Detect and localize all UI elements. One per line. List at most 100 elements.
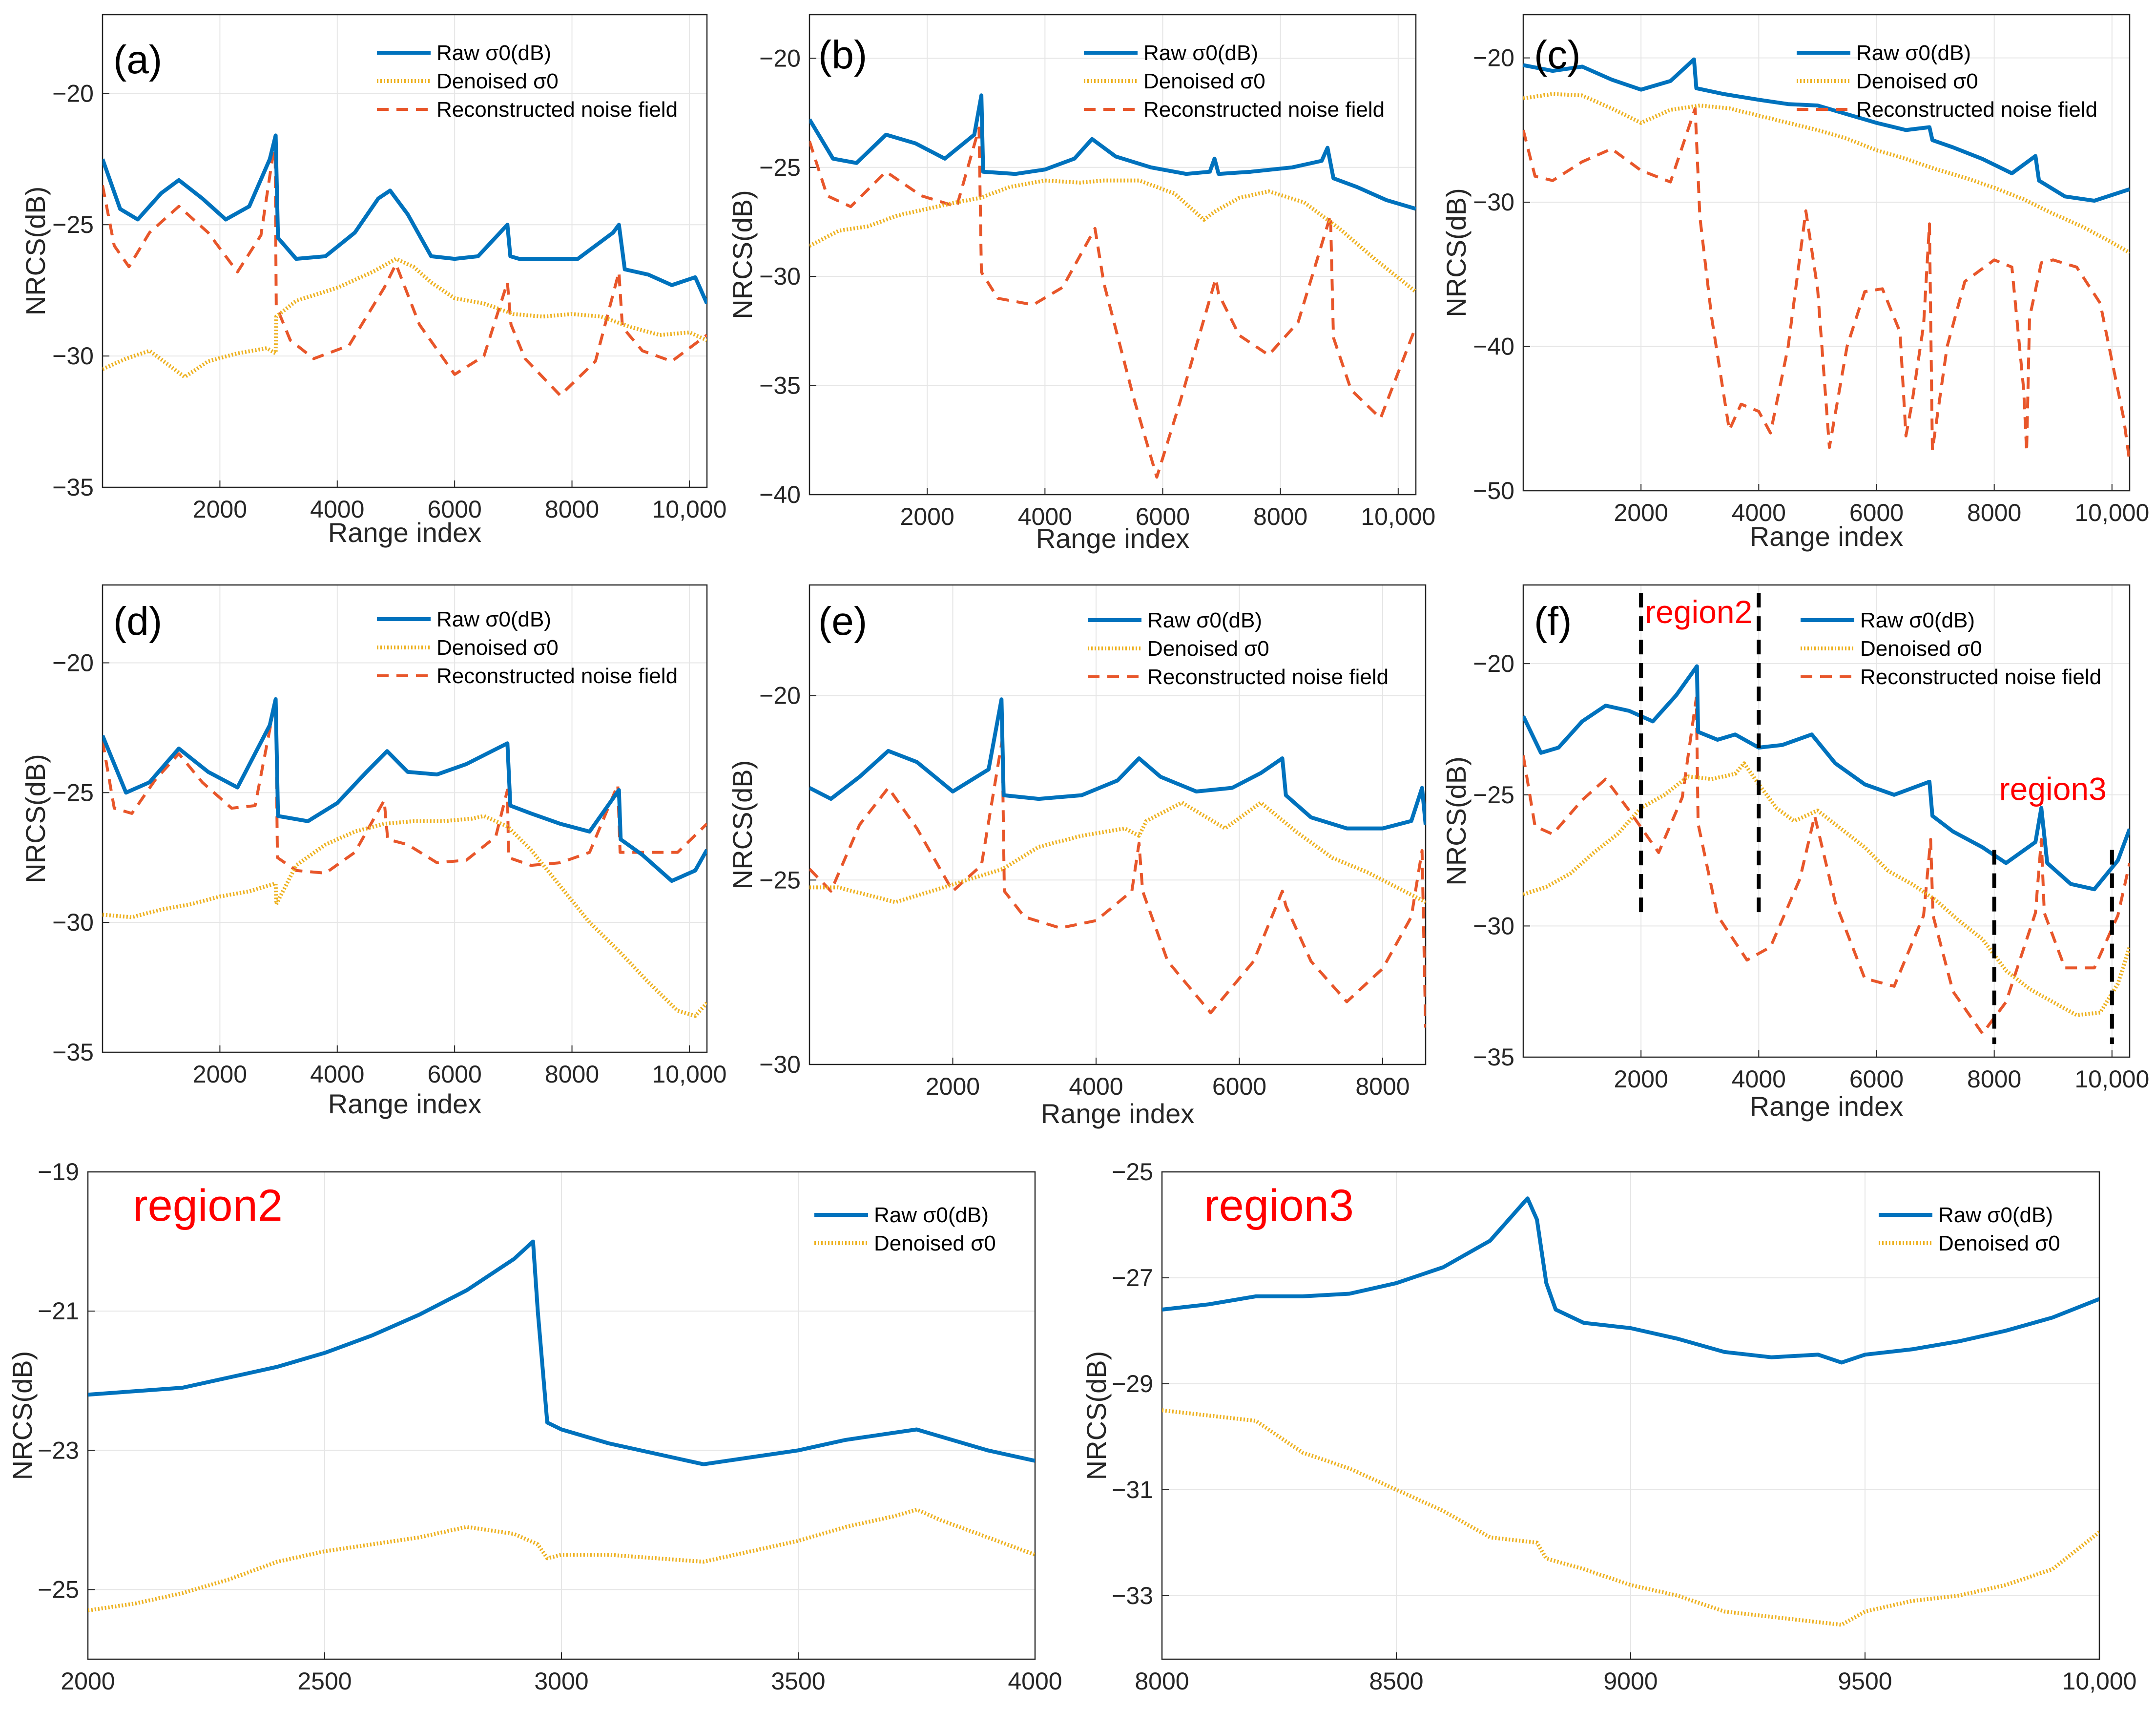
x-tick-label: 10,000	[2074, 1065, 2149, 1093]
series-line-dotted	[809, 178, 1416, 293]
y-tick-label: −40	[759, 481, 801, 508]
axes-frame	[1522, 584, 2131, 1058]
axes-frame	[1161, 1171, 2100, 1660]
legend-label: Reconstructed noise field	[1143, 98, 1385, 122]
legend-label: Denoised σ0	[1860, 637, 1982, 661]
y-tick-label: −25	[52, 779, 94, 806]
axes-frame	[102, 14, 708, 488]
x-tick-label: 10,000	[1361, 503, 1435, 530]
y-axis-label: NRCS(dB)	[20, 754, 51, 883]
panel-e: 2000 4000 6000 8000 −20 −25 −30 (e) Raw σ0(dB) De…	[727, 584, 1427, 1129]
legend-label: Reconstructed noise field	[1860, 665, 2101, 689]
axes-frame	[102, 584, 708, 1053]
x-tick-label: 6000	[428, 1061, 482, 1088]
panel-d: 2000 4000 6000 8000 10,000 −20 −25 −30 −35 (d) Raw…	[20, 584, 726, 1119]
panel-label: (f)	[1534, 599, 1572, 644]
x-tick-label: 8000	[1135, 1667, 1189, 1695]
y-tick-label: −33	[1112, 1582, 1153, 1609]
axes-frame	[87, 1171, 1036, 1660]
legend-label: Denoised σ0	[1147, 637, 1269, 661]
y-tick-label: −35	[52, 1039, 94, 1066]
legend-label: Reconstructed noise field	[436, 98, 678, 122]
series-line-solid	[809, 697, 1426, 831]
series-line-solid	[1523, 57, 2130, 203]
x-tick-label: 10,000	[2062, 1667, 2137, 1695]
y-tick-label: −25	[52, 211, 94, 238]
x-tick-label: 8000	[545, 496, 599, 523]
y-tick-label: −21	[38, 1297, 79, 1325]
series-line-dotted	[809, 800, 1426, 904]
x-tick-label: 2000	[193, 1061, 247, 1088]
y-tick-label: −30	[1473, 188, 1514, 216]
plot-area	[103, 15, 707, 487]
x-tick-label: 2000	[1614, 1065, 1668, 1093]
series-line-dotted	[103, 814, 707, 1018]
series-line-dashed	[809, 738, 1426, 1028]
legend-label: Raw σ0(dB)	[1143, 41, 1258, 65]
y-axis-label: NRCS(dB)	[7, 1351, 38, 1480]
y-tick-label: −35	[52, 474, 94, 501]
panel-region3: 8000 8500 9000 9500 10,000 −25 −27 −29 −31 −33 reg…	[1081, 1158, 2136, 1695]
plot-area	[103, 585, 707, 1052]
x-axis-label: Range index	[1750, 521, 1903, 552]
plot-area	[809, 15, 1416, 495]
legend-label: Raw σ0(dB)	[1856, 41, 1971, 65]
x-tick-label: 3000	[534, 1667, 588, 1695]
series-line-solid	[809, 93, 1416, 211]
x-tick-label: 3500	[771, 1667, 825, 1695]
legend-label: Denoised σ0	[874, 1231, 996, 1255]
legend-label: Denoised σ0	[1143, 69, 1265, 93]
panel-label: (c)	[1534, 33, 1581, 77]
legend-label: Raw σ0(dB)	[1938, 1203, 2053, 1227]
series-line-solid	[103, 697, 707, 883]
y-tick-label: −25	[1473, 781, 1514, 809]
series-line-dashed	[1523, 107, 2130, 462]
axes-frame	[808, 14, 1417, 496]
y-axis-label: NRCS(dB)	[1441, 756, 1472, 885]
panel-label: region2	[133, 1181, 283, 1230]
region-annotation: region3	[1999, 771, 2107, 807]
panel-label: (d)	[113, 599, 162, 644]
x-tick-label: 2000	[926, 1073, 980, 1100]
y-tick-label: −25	[1112, 1158, 1153, 1186]
y-axis-label: NRCS(dB)	[727, 190, 758, 319]
y-tick-label: −20	[759, 682, 801, 709]
panel-label: region3	[1204, 1181, 1354, 1230]
y-tick-label: −23	[38, 1437, 79, 1464]
y-tick-label: −30	[1473, 912, 1514, 939]
y-tick-label: −19	[38, 1158, 79, 1186]
region-annotation: region2	[1645, 594, 1752, 630]
y-tick-label: −40	[1473, 333, 1514, 360]
y-axis-label: NRCS(dB)	[20, 187, 51, 315]
x-tick-label: 6000	[1849, 1065, 1904, 1093]
legend-label: Denoised σ0	[436, 636, 559, 660]
x-tick-label: 6000	[428, 496, 482, 523]
y-tick-label: −35	[1473, 1043, 1514, 1071]
y-tick-label: −30	[759, 263, 801, 290]
x-tick-label: 4000	[310, 496, 364, 523]
x-tick-label: 6000	[1136, 503, 1190, 530]
y-tick-label: −50	[1473, 477, 1514, 504]
x-axis-label: Range index	[328, 517, 481, 548]
x-tick-label: 2000	[900, 503, 954, 530]
x-tick-label: 8000	[545, 1061, 599, 1088]
series-line-solid	[1162, 1196, 2099, 1365]
y-tick-label: −30	[759, 1051, 801, 1078]
legend-label: Raw σ0(dB)	[436, 607, 551, 631]
legend-label: Denoised σ0	[1856, 69, 1978, 93]
series-line-solid	[103, 133, 707, 305]
series-line-dotted	[1523, 92, 2130, 254]
x-tick-label: 4000	[1069, 1073, 1123, 1100]
x-axis-label: Range index	[1036, 523, 1189, 554]
y-tick-label: −20	[52, 649, 94, 677]
y-tick-label: −29	[1112, 1370, 1153, 1397]
y-axis-label: NRCS(dB)	[1441, 188, 1472, 317]
panel-f: 2000 4000 6000 8000 10,000 −20 −25 −30 −35 region…	[1441, 584, 2149, 1122]
x-tick-label: 8000	[1967, 1065, 2021, 1093]
y-axis-label: NRCS(dB)	[1081, 1351, 1112, 1480]
y-tick-label: −31	[1112, 1476, 1153, 1503]
x-tick-label: 4000	[310, 1061, 364, 1088]
x-tick-label: 8000	[1253, 503, 1307, 530]
legend-label: Raw σ0(dB)	[1147, 608, 1262, 632]
y-tick-label: −25	[759, 154, 801, 181]
